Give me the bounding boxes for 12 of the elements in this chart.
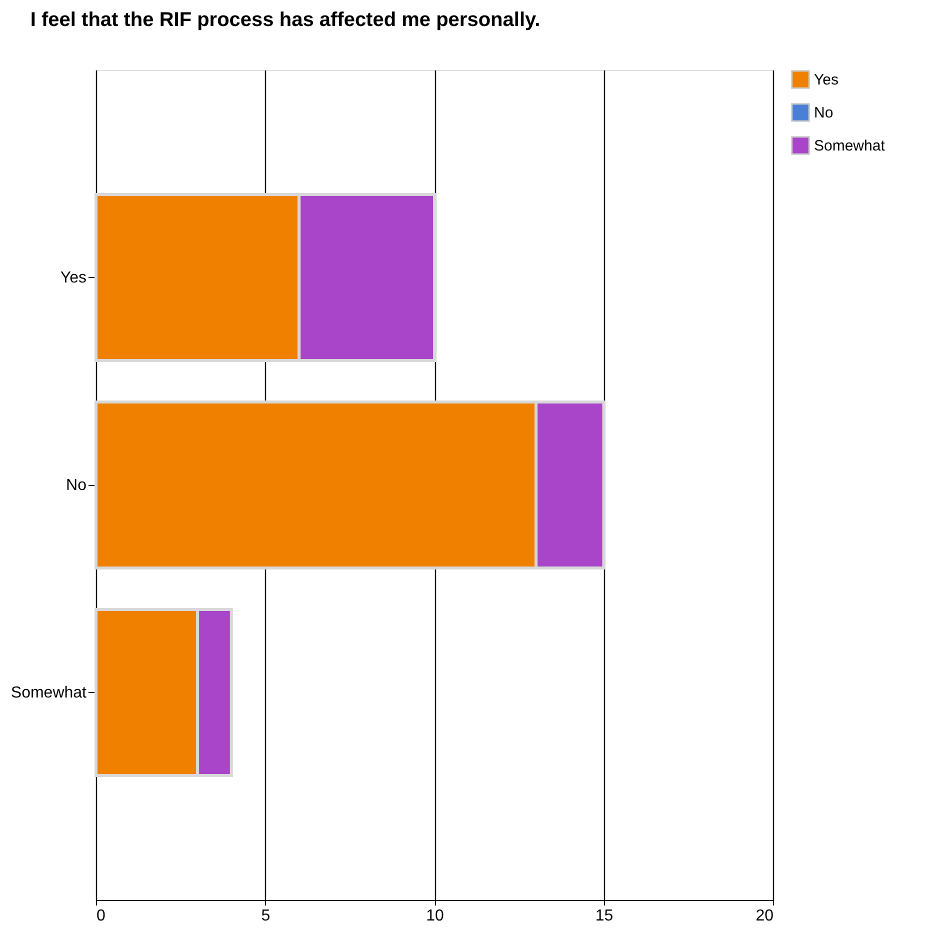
y-tick-label: Somewhat bbox=[10, 684, 88, 702]
x-tick-label: 10 bbox=[426, 908, 444, 924]
x-tick-label: 15 bbox=[595, 908, 614, 924]
legend-label: Yes bbox=[814, 72, 838, 88]
legend-label: No bbox=[814, 104, 834, 122]
x-tick-label: 0 bbox=[96, 908, 106, 924]
chart-title: I feel that the RIF process has affected me personally. bbox=[30, 9, 540, 31]
x-tick-label: 20 bbox=[756, 908, 774, 924]
legend-label: Somewhat bbox=[814, 138, 886, 154]
y-tick-label: Yes bbox=[60, 270, 86, 286]
y-tick-label: No bbox=[66, 477, 87, 494]
x-tick-label: 5 bbox=[261, 908, 270, 924]
